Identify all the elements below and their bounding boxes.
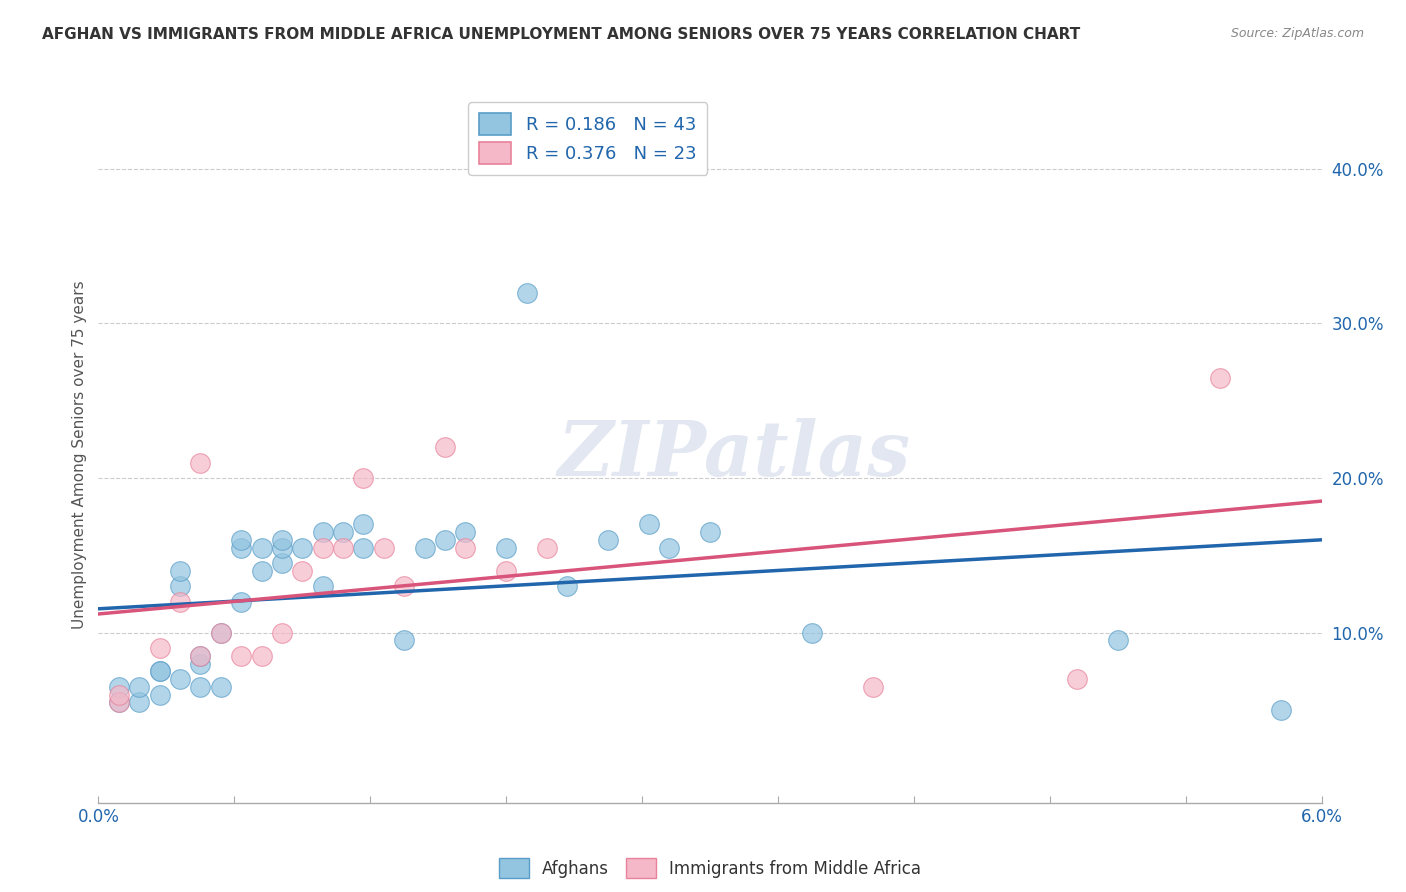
Point [128,680,150,694]
Point [149,665,172,679]
Point [311,525,335,540]
Text: ZIPatlas: ZIPatlas [558,418,911,491]
Point [231,541,253,555]
Y-axis label: Unemployment Among Seniors over 75 years: Unemployment Among Seniors over 75 years [72,281,87,629]
Point [495,564,517,578]
Point [413,541,436,555]
Point [169,672,191,686]
Point [231,648,253,663]
Point [392,633,416,648]
Point [270,556,292,570]
Point [250,648,273,663]
Point [231,595,253,609]
Point [699,525,721,540]
Point [352,541,374,555]
Point [270,541,292,555]
Point [332,525,354,540]
Point [169,564,191,578]
Point [637,517,661,532]
Point [433,533,456,547]
Point [149,665,172,679]
Point [658,541,681,555]
Legend: Afghans, Immigrants from Middle Africa: Afghans, Immigrants from Middle Africa [492,851,928,885]
Point [188,680,212,694]
Point [1066,672,1088,686]
Point [108,695,131,709]
Point [862,680,884,694]
Point [108,688,131,702]
Point [291,564,314,578]
Point [169,579,191,593]
Point [1208,370,1232,384]
Point [555,579,579,593]
Point [209,680,232,694]
Point [291,541,314,555]
Point [1270,703,1292,717]
Point [231,533,253,547]
Point [128,695,150,709]
Point [332,541,354,555]
Point [169,595,191,609]
Point [108,680,131,694]
Point [188,648,212,663]
Point [352,517,374,532]
Point [209,625,232,640]
Point [188,657,212,671]
Point [149,688,172,702]
Point [311,579,335,593]
Point [270,533,292,547]
Text: AFGHAN VS IMMIGRANTS FROM MIDDLE AFRICA UNEMPLOYMENT AMONG SENIORS OVER 75 YEARS: AFGHAN VS IMMIGRANTS FROM MIDDLE AFRICA … [42,27,1080,42]
Point [250,541,273,555]
Point [598,533,620,547]
Point [311,541,335,555]
Point [454,541,477,555]
Point [1107,633,1129,648]
Point [270,625,292,640]
Point [373,541,395,555]
Point [516,285,538,300]
Text: Source: ZipAtlas.com: Source: ZipAtlas.com [1230,27,1364,40]
Point [149,641,172,656]
Point [209,625,232,640]
Point [188,456,212,470]
Point [454,525,477,540]
Point [433,440,456,454]
Point [108,695,131,709]
Point [801,625,824,640]
Point [392,579,416,593]
Point [188,648,212,663]
Point [250,564,273,578]
Point [352,471,374,485]
Point [536,541,558,555]
Point [495,541,517,555]
